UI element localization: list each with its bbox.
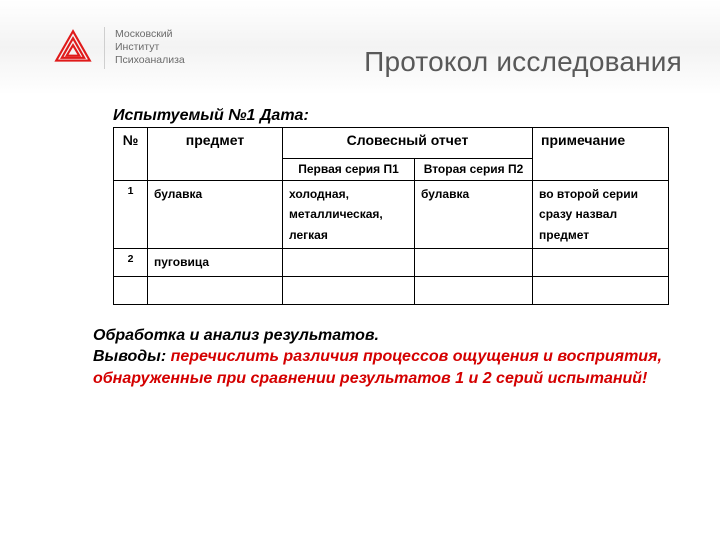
cell-subject — [148, 276, 283, 304]
th-verbal: Словесный отчет — [283, 128, 533, 159]
cell-subject: пуговица — [148, 249, 283, 276]
conclusions-text: перечислить различия процессов ощущения … — [93, 348, 662, 387]
page-title: Протокол исследования — [364, 46, 682, 78]
content-area: Испытуемый №1 Дата: № предмет Словесный … — [0, 95, 720, 389]
th-num: № — [114, 128, 148, 181]
logo-block: Московский Институт Психоанализа — [52, 27, 185, 69]
cell-p1: холодная, металлическая, легкая — [283, 181, 415, 249]
header-band: Московский Институт Психоанализа Протоко… — [0, 0, 720, 95]
cell-note: во второй серии сразу назвал предмет — [533, 181, 669, 249]
analysis-heading: Обработка и анализ результатов. — [93, 327, 379, 344]
th-p1: Первая серия П1 — [283, 159, 415, 181]
cell-num: 1 — [114, 181, 148, 249]
cell-p2: булавка — [415, 181, 533, 249]
cell-p2 — [415, 276, 533, 304]
cell-p1 — [283, 249, 415, 276]
cell-note — [533, 249, 669, 276]
analysis-block: Обработка и анализ результатов. Выводы: … — [93, 325, 665, 390]
logo-text-line3: Психоанализа — [115, 54, 185, 67]
cell-p2 — [415, 249, 533, 276]
table-row: 2 пуговица — [114, 249, 669, 276]
conclusions-label: Выводы: — [93, 348, 166, 365]
cell-num — [114, 276, 148, 304]
cell-num: 2 — [114, 249, 148, 276]
table-row: 1 булавка холодная, металлическая, легка… — [114, 181, 669, 249]
subject-line: Испытуемый №1 Дата: — [113, 107, 665, 125]
logo-text-line1: Московский — [115, 28, 185, 41]
cell-subject: булавка — [148, 181, 283, 249]
table-row — [114, 276, 669, 304]
institute-logo-icon — [52, 27, 94, 69]
th-p2: Вторая серия П2 — [415, 159, 533, 181]
logo-divider — [104, 27, 105, 69]
protocol-table: № предмет Словесный отчет примечание Пер… — [113, 127, 669, 305]
table-header-row: № предмет Словесный отчет примечание — [114, 128, 669, 159]
cell-p1 — [283, 276, 415, 304]
logo-text-line2: Институт — [115, 41, 185, 54]
cell-note — [533, 276, 669, 304]
th-note: примечание — [533, 128, 669, 181]
th-subject: предмет — [148, 128, 283, 181]
logo-text: Московский Институт Психоанализа — [115, 28, 185, 67]
